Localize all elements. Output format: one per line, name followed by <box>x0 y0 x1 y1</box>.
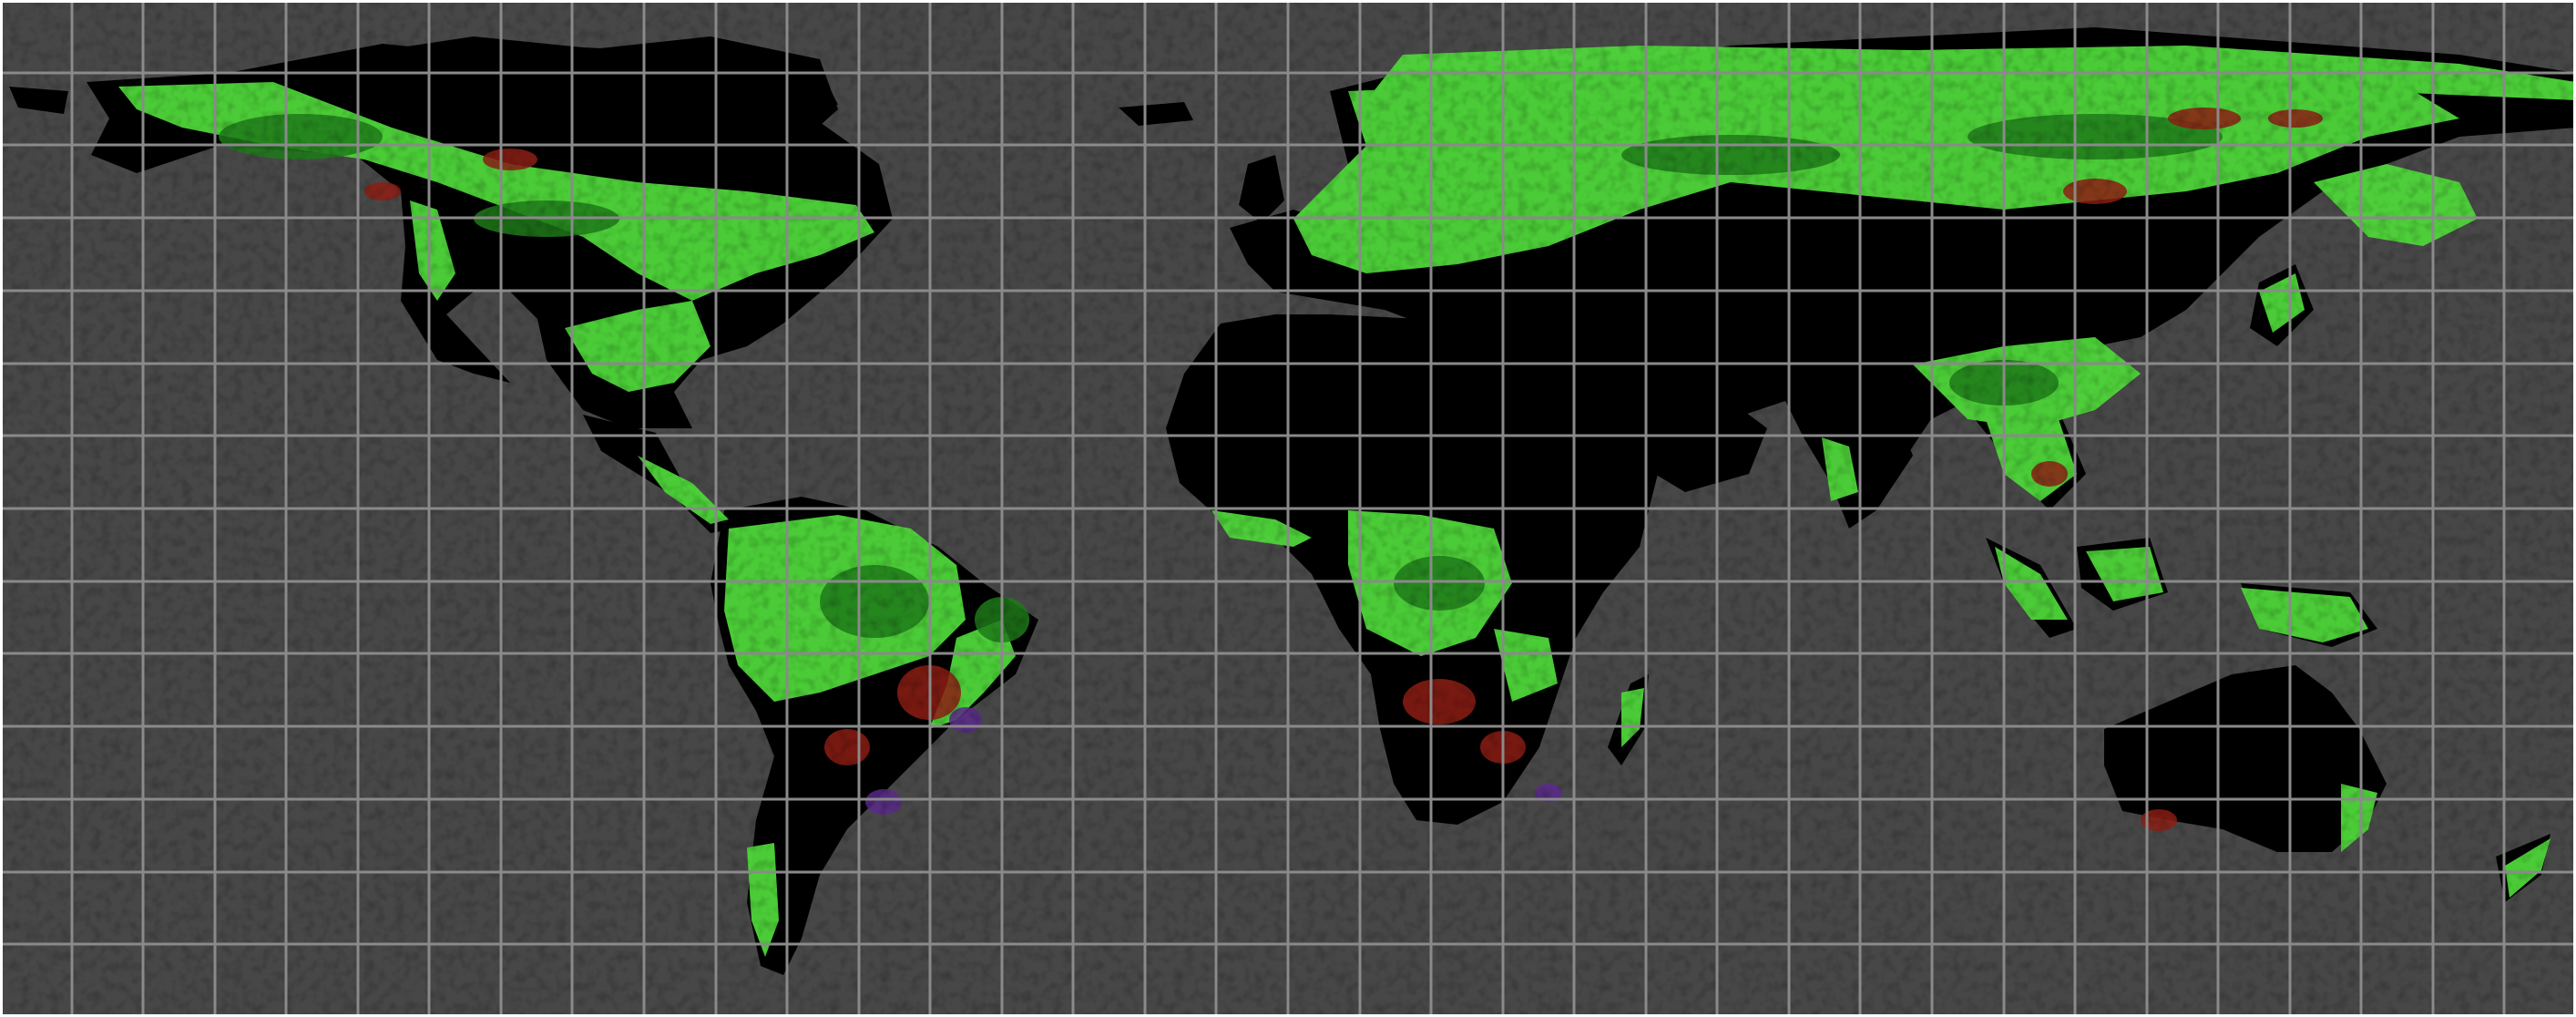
graticule-grid <box>0 0 2576 1017</box>
world-map <box>0 0 2576 1017</box>
map-border <box>0 0 2576 1017</box>
world-map-frame <box>0 0 2576 1017</box>
